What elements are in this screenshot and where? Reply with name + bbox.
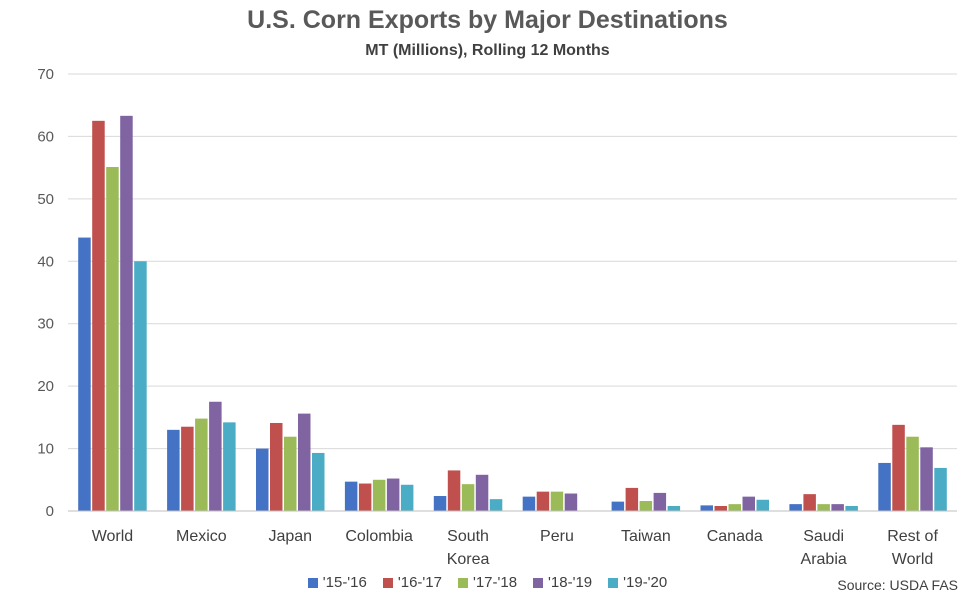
bar xyxy=(106,167,119,512)
x-tick-label: Mexico xyxy=(176,528,227,545)
y-tick-label: 50 xyxy=(37,191,54,208)
bar xyxy=(878,462,891,511)
bar xyxy=(92,120,105,512)
bar xyxy=(344,481,358,511)
y-tick-label: 30 xyxy=(37,316,54,333)
legend-item: '17-'18 xyxy=(457,574,518,591)
bar xyxy=(120,115,133,511)
bar xyxy=(920,447,933,511)
bar xyxy=(700,505,713,511)
legend-swatch xyxy=(608,577,619,588)
legend-swatch xyxy=(457,577,468,588)
legend-label: '19-'20 xyxy=(623,574,668,591)
source-note: Source: USDA FAS xyxy=(837,577,958,593)
x-tick-label: World xyxy=(92,528,134,545)
legend-label: '18-'19 xyxy=(548,574,593,591)
bar xyxy=(625,487,639,511)
legend-swatch xyxy=(533,577,544,588)
bar xyxy=(447,470,461,511)
legend-swatch xyxy=(307,577,318,588)
x-tick-label: Colombia xyxy=(345,528,413,545)
bar xyxy=(564,493,578,511)
legend-item: '15-'16 xyxy=(307,574,367,591)
bar xyxy=(461,484,475,511)
bar xyxy=(284,436,297,511)
bar xyxy=(489,499,503,511)
x-tick-label: Rest of xyxy=(887,528,938,545)
bar xyxy=(475,474,489,511)
bar xyxy=(223,422,236,511)
chart-subtitle: MT (Millions), Rolling 12 Months xyxy=(365,42,610,59)
x-tick-label: World xyxy=(892,551,934,568)
chart-title: U.S. Corn Exports by Major Destinations xyxy=(247,6,728,34)
bar xyxy=(789,504,802,511)
bar xyxy=(845,506,858,511)
bar xyxy=(756,499,769,511)
y-tick-label: 10 xyxy=(37,441,54,458)
bar xyxy=(934,467,947,511)
legend-item: '19-'20 xyxy=(608,574,667,591)
bar xyxy=(714,506,727,511)
x-tick-label: Japan xyxy=(268,528,312,545)
bar xyxy=(312,452,325,511)
y-tick-label: 40 xyxy=(37,253,54,270)
legend-item: '16-'17 xyxy=(382,574,442,591)
bar xyxy=(728,504,741,511)
bar xyxy=(400,484,414,511)
bar xyxy=(550,491,564,511)
bar xyxy=(611,501,625,511)
bar xyxy=(639,501,653,511)
bar xyxy=(270,422,283,511)
legend: '15-'16 '16-'17 '17-'18 '18-'19 '19-'20 xyxy=(0,574,975,591)
x-tick-label: Peru xyxy=(540,528,574,545)
y-tick-label: 0 xyxy=(46,503,54,520)
bar xyxy=(256,448,269,511)
y-tick-label: 20 xyxy=(37,378,54,395)
y-tick-label: 70 xyxy=(37,66,54,83)
legend-label: '17-'18 xyxy=(472,574,518,591)
y-tick-label: 60 xyxy=(37,128,54,145)
bar xyxy=(167,429,180,511)
x-tick-label: Canada xyxy=(707,528,763,545)
x-tick-label: Saudi xyxy=(803,528,844,545)
bar xyxy=(195,418,208,511)
bar xyxy=(522,496,536,511)
bar xyxy=(78,237,91,511)
bar xyxy=(906,436,919,511)
bar xyxy=(134,261,147,511)
x-tick-label: Taiwan xyxy=(621,528,671,545)
bar xyxy=(742,496,755,511)
bar xyxy=(181,426,194,511)
bar xyxy=(667,506,681,511)
legend-label: '15-'16 xyxy=(322,574,367,591)
bar xyxy=(803,494,816,511)
bar xyxy=(209,401,222,511)
bar xyxy=(386,478,400,511)
x-tick-label: Korea xyxy=(447,551,490,568)
bar xyxy=(358,483,372,511)
legend-label: '16-'17 xyxy=(397,574,442,591)
x-tick-label: Arabia xyxy=(801,551,847,568)
bar xyxy=(831,504,844,511)
bar xyxy=(372,479,386,511)
bar xyxy=(653,492,667,511)
bar xyxy=(298,413,311,511)
bar xyxy=(433,496,447,511)
legend-item: '18-'19 xyxy=(533,574,592,591)
bar xyxy=(817,504,830,511)
legend-swatch xyxy=(382,577,393,588)
x-tick-label: South xyxy=(447,528,489,545)
bar xyxy=(536,491,550,511)
bar xyxy=(892,424,905,511)
